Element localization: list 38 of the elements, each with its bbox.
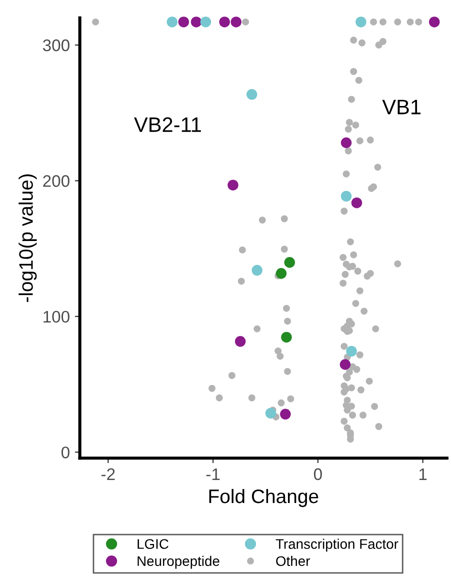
y-tick-label: 200 xyxy=(43,175,70,187)
legend-label: Transcription Factor xyxy=(276,538,398,552)
point xyxy=(252,264,262,276)
point xyxy=(276,268,287,279)
legend-label: Neuropeptide xyxy=(138,556,220,569)
point xyxy=(219,16,230,28)
point xyxy=(200,16,212,28)
point xyxy=(230,16,242,28)
x-tick-label: -2 xyxy=(101,468,115,480)
point xyxy=(340,137,352,148)
point xyxy=(356,16,366,28)
point xyxy=(340,359,351,370)
x-tick-label: -1 xyxy=(206,468,220,480)
annotation: VB1 xyxy=(382,100,421,114)
point xyxy=(428,16,440,28)
point xyxy=(228,180,238,190)
point xyxy=(166,16,178,28)
point xyxy=(178,16,190,28)
point xyxy=(265,408,276,419)
point xyxy=(281,332,292,343)
point xyxy=(340,190,352,202)
annotation: VB2-11 xyxy=(134,117,201,132)
y-tick-label: 0 xyxy=(61,446,70,458)
x-tick-label: 1 xyxy=(419,468,427,480)
y-tick-label: 100 xyxy=(44,310,70,323)
x-tick-label: 0 xyxy=(314,468,322,480)
y-axis-title: -log10(p value) xyxy=(18,174,37,302)
point xyxy=(234,336,246,347)
point xyxy=(346,346,357,357)
legend-label: Other xyxy=(276,556,310,566)
x-axis-title: Fold Change xyxy=(209,488,318,508)
point xyxy=(280,408,291,420)
y-tick-label: 300 xyxy=(42,39,70,52)
point xyxy=(284,257,295,268)
legend-label: LGIC xyxy=(138,539,168,549)
point xyxy=(351,197,362,208)
point xyxy=(246,89,258,100)
point xyxy=(190,16,202,28)
